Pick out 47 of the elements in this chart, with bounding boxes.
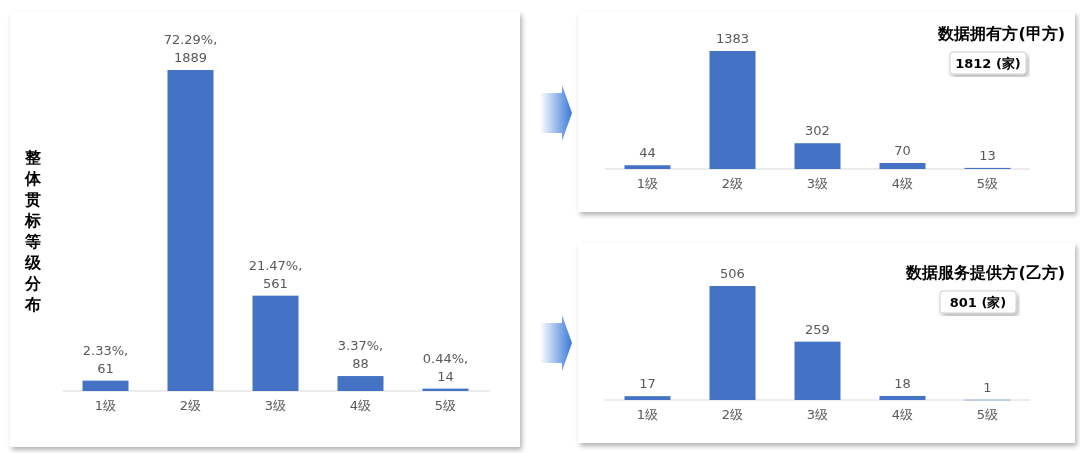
- data-label: 259: [805, 321, 830, 337]
- annotation: 1812 (家): [955, 56, 1021, 71]
- data-label: 72.29%, 1889: [163, 32, 218, 65]
- bar: [794, 341, 841, 400]
- x-tick-label: 1级: [94, 398, 117, 413]
- data-label: 302: [805, 123, 830, 139]
- x-tick-label: 5级: [976, 407, 999, 422]
- bar: [794, 143, 841, 169]
- x-tick-label: 2级: [721, 176, 744, 191]
- x-tick-label: 2级: [721, 407, 744, 422]
- data-label: 44: [639, 145, 656, 161]
- y-axis-title: 整体贯标等级分布: [24, 148, 42, 314]
- data-label: 0.44%, 14: [422, 350, 469, 384]
- data-label: 17: [639, 376, 656, 392]
- bar: [624, 396, 671, 400]
- bar: [624, 165, 671, 169]
- bar: [709, 51, 756, 169]
- annotation: 801 (家): [949, 295, 1007, 310]
- bar: [82, 380, 129, 391]
- x-tick-label: 2级: [179, 398, 202, 413]
- bar: [337, 376, 384, 391]
- data-label: 3.37%, 88: [337, 338, 384, 372]
- x-tick-label: 5级: [434, 398, 457, 413]
- x-tick-label: 3级: [264, 398, 287, 413]
- bar: [252, 295, 299, 391]
- data-label: 70: [894, 143, 911, 159]
- data-label: 13: [979, 147, 996, 163]
- data-label: 506: [720, 266, 745, 281]
- x-tick-label: 4级: [349, 398, 372, 413]
- x-tick-label: 5级: [976, 176, 999, 191]
- bar: [879, 163, 926, 169]
- x-tick-label: 4级: [891, 407, 914, 422]
- x-tick-label: 4级: [891, 176, 914, 191]
- data-label: 18: [894, 375, 911, 391]
- bar: [167, 70, 214, 391]
- chart-title: 数据拥有方(甲方): [937, 24, 1065, 43]
- data-label: 21.47%, 561: [248, 257, 303, 291]
- x-tick-label: 3级: [806, 407, 829, 422]
- x-tick-label: 1级: [636, 176, 659, 191]
- bar: [709, 286, 756, 400]
- data-label: 1383: [715, 31, 750, 46]
- data-label: 1: [983, 379, 992, 395]
- bar: [879, 395, 926, 400]
- x-tick-label: 1级: [636, 407, 659, 422]
- data-label: 2.33%, 61: [82, 342, 129, 376]
- x-tick-label: 3级: [806, 176, 829, 191]
- chart-title: 数据服务提供方(乙方): [905, 263, 1065, 282]
